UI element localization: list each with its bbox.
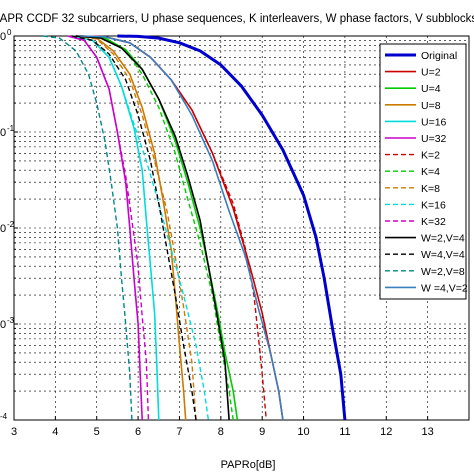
legend-label: Original [421,50,457,62]
series-line [42,35,133,421]
y-tick-base: 0 [0,31,6,43]
y-tick-exponent: -1 [7,124,15,133]
x-tick-label: 12 [380,426,392,438]
legend-label: W =4,V=2 [421,282,468,294]
y-tick-base: 0 [0,319,6,331]
series-line [80,35,239,421]
y-tick-base: 0 [0,127,6,139]
legend-label: W=4,V=4 [421,249,465,261]
axis-ticks: 3 4 5 6 7 8 9 10 11 12 130 00 -10 -20 -3-4 [0,28,470,438]
x-tick-label: 11 [339,426,350,438]
legend-label: U=32 [421,133,447,145]
x-axis-label: PAPRo[dB] [221,459,276,471]
series-line [71,35,210,421]
y-tick-base: 0 [0,223,6,235]
series-line [75,35,197,421]
series-line [80,35,234,421]
grid [13,36,470,421]
legend-label: U=2 [421,67,441,79]
x-tick-label: 10 [297,426,309,438]
legend-label: U=8 [421,100,441,112]
legend-label: K=32 [421,216,446,228]
legend-label: U=4 [421,83,441,95]
y-tick-label: 0 -1 [0,124,15,139]
legend-label: K=4 [421,166,440,178]
y-tick-exponent: -3 [7,316,15,325]
series-line [75,35,187,421]
x-tick-label: 7 [176,426,182,438]
series-line [80,35,284,421]
legend-label: W=2,V=8 [421,266,465,278]
y-tick-label: 0 -2 [0,220,15,235]
y-tick-label: -4 [0,412,8,421]
legend-label: K=8 [421,183,440,195]
y-tick-exponent: -4 [0,412,8,421]
series-line [71,35,197,421]
chart-title: PAPR CCDF 32 subcarriers, U phase sequen… [0,13,474,25]
series-line [67,35,150,421]
x-tick-label: 3 [11,426,17,438]
legend-label: U=16 [421,116,447,128]
x-tick-label: 6 [135,426,141,438]
y-tick-exponent: 0 [7,28,12,37]
x-tick-label: 8 [218,426,224,438]
series-line [75,35,230,421]
legend-label: W=2,V=4 [421,233,465,245]
x-tick-label: 4 [52,426,58,438]
legend-label: K=2 [421,150,440,162]
series-line [67,35,143,421]
x-tick-label: 9 [259,426,265,438]
legend: Original U=2 U=4 U=8 U=16 U=32 K=2 K=4 K=8 K=16 K=… [379,43,468,300]
x-tick-label: 5 [94,426,100,438]
y-tick-exponent: -2 [7,220,15,229]
y-tick-label: 0 -3 [0,316,15,331]
x-tick-label: 13 [422,426,434,438]
series-lines [42,34,347,421]
legend-label: K=16 [421,199,446,211]
series-line [117,34,347,421]
